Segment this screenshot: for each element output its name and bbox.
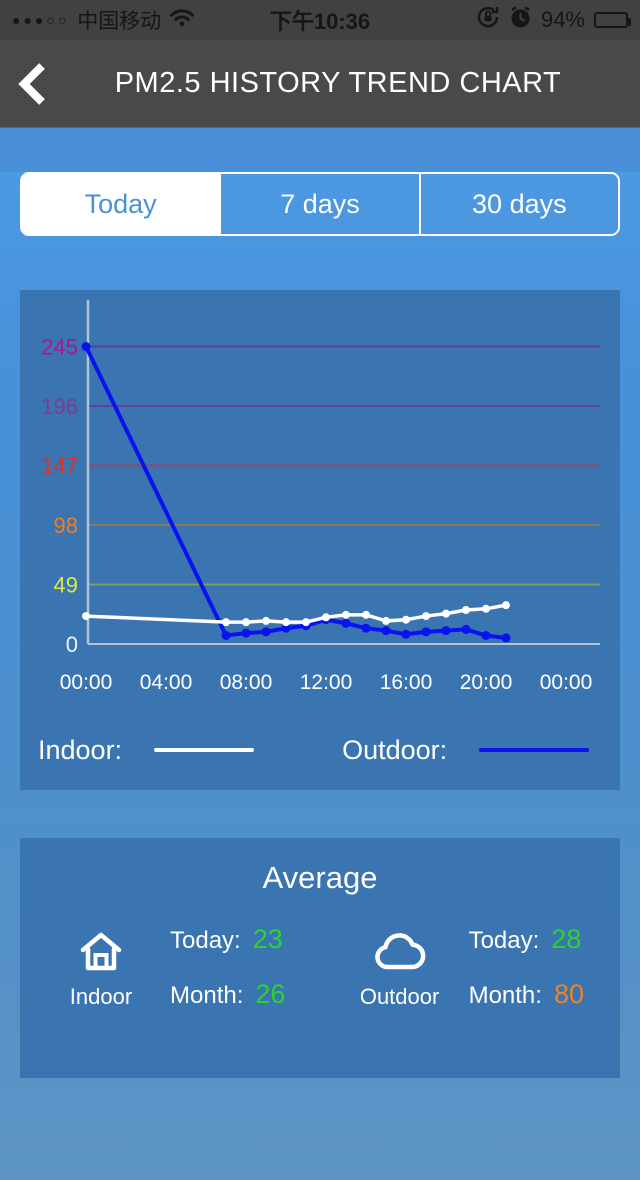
indoor-legend-swatch	[154, 748, 255, 752]
indoor-today-value: 23	[252, 924, 283, 954]
back-chevron-icon	[18, 63, 45, 105]
outdoor-label: Outdoor	[359, 984, 440, 1009]
nav-bar: PM2.5 HISTORY TREND CHART	[0, 40, 640, 128]
status-right: 94%	[476, 5, 631, 35]
indoor-average-group: Indoor Today: 23 Month: 26	[58, 922, 286, 1010]
average-row: Indoor Today: 23 Month: 26	[20, 896, 620, 1010]
battery-percent-label: 94%	[540, 7, 585, 32]
chart-legend: Indoor: Outdoor:	[20, 710, 620, 790]
range-tabs: Today 7 days 30 days	[20, 172, 620, 236]
outdoor-month-line: Month: 80	[468, 979, 584, 1009]
outdoor-legend-label: Outdoor:	[342, 734, 448, 765]
trend-chart-panel: 0 49 98 147 196 245 00:00 04:00 08:00 12:00 16:00 2…	[20, 290, 620, 790]
svg-text:196: 196	[41, 394, 78, 419]
svg-text:0: 0	[66, 632, 78, 657]
cloud-icon	[372, 926, 428, 978]
svg-text:00:00: 00:00	[540, 671, 593, 694]
svg-text:00:00: 00:00	[60, 671, 113, 694]
outdoor-legend-swatch	[479, 748, 590, 752]
page-title: PM2.5 HISTORY TREND CHART	[114, 67, 562, 99]
svg-text:12:00: 12:00	[300, 671, 353, 694]
indoor-legend-label: Indoor:	[38, 734, 123, 765]
indoor-month-line: Month: 26	[170, 979, 286, 1009]
svg-text:245: 245	[41, 335, 78, 360]
indoor-month-value: 26	[255, 979, 286, 1009]
indoor-label: Indoor	[69, 984, 133, 1009]
signal-strength-icon: ●●●○○	[12, 12, 70, 28]
tab-7-days[interactable]: 7 days	[219, 174, 418, 234]
main-content: Today 7 days 30 days 0 49 98 147 196 245 00:00…	[0, 172, 640, 1180]
tab-30-days[interactable]: 30 days	[418, 174, 618, 234]
wifi-icon	[169, 7, 195, 33]
indoor-today-line: Today: 23	[170, 924, 283, 954]
status-bar: ●●●○○ 中国移动 下午10:36 94%	[0, 0, 640, 40]
clock-label: 下午10:36	[269, 9, 371, 34]
svg-text:49: 49	[54, 573, 78, 598]
orientation-lock-icon	[476, 5, 500, 35]
battery-icon	[594, 12, 631, 28]
svg-text:147: 147	[41, 454, 78, 479]
outdoor-today-line: Today: 28	[468, 924, 582, 954]
average-title: Average	[262, 860, 378, 895]
average-panel: Average Indoor Today:	[20, 838, 620, 1078]
outdoor-today-value: 28	[551, 924, 582, 954]
svg-text:16:00: 16:00	[380, 671, 433, 694]
carrier-label: 中国移动	[77, 10, 162, 33]
trend-chart-svg: 0 49 98 147 196 245 00:00 04:00 08:00 12:00 16:00 2…	[41, 300, 600, 694]
svg-text:20:00: 20:00	[460, 671, 513, 694]
alarm-clock-icon	[509, 5, 532, 35]
status-left: ●●●○○ 中国移动	[12, 5, 195, 35]
tab-today[interactable]: Today	[22, 174, 220, 234]
svg-text:04:00: 04:00	[140, 671, 193, 694]
outdoor-month-value: 80	[553, 979, 584, 1009]
outdoor-average-group: Outdoor Today: 28 Month: 80	[357, 922, 584, 1010]
svg-text:98: 98	[54, 513, 78, 538]
svg-text:08:00: 08:00	[220, 671, 273, 694]
back-button[interactable]	[16, 62, 50, 106]
home-icon	[75, 926, 127, 978]
